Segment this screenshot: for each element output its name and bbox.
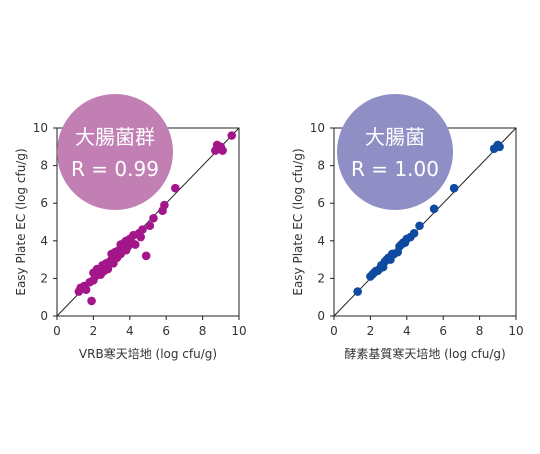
badge-stat: R = 0.99 (71, 157, 159, 181)
badge-title: 大腸菌 (365, 125, 425, 149)
x-tick-label: 4 (126, 324, 134, 338)
data-point (136, 232, 146, 242)
x-tick-label: 2 (367, 324, 375, 338)
y-tick-label: 6 (317, 196, 325, 210)
y-tick-label: 2 (317, 271, 325, 285)
data-point (415, 221, 424, 231)
x-tick-label: 0 (53, 324, 61, 338)
y-tick-label: 6 (40, 196, 48, 210)
x-axis-label: 酵素基質寒天培地 (log cfu/g) (344, 346, 505, 361)
data-point (145, 221, 155, 231)
data-point (353, 287, 362, 296)
y-tick-label: 0 (40, 309, 48, 323)
badge-title: 大腸菌群 (75, 125, 155, 149)
y-tick-label: 8 (317, 159, 325, 173)
y-tick-label: 0 (317, 309, 325, 323)
badge-circle (57, 94, 173, 210)
data-point (449, 183, 459, 193)
x-tick-label: 6 (439, 324, 447, 338)
data-point (495, 142, 504, 152)
y-axis-label: Easy Plate EC (log cfu/g) (14, 148, 28, 295)
x-tick-label: 4 (403, 324, 411, 338)
x-tick-label: 10 (508, 324, 523, 338)
data-point (130, 240, 140, 249)
x-tick-label: 2 (90, 324, 98, 338)
x-tick-label: 8 (476, 324, 484, 338)
y-tick-label: 4 (40, 234, 48, 248)
data-point (149, 213, 158, 223)
x-tick-label: 0 (330, 324, 338, 338)
reference-line (333, 127, 517, 317)
x-tick-label: 6 (162, 324, 170, 338)
data-point (87, 296, 96, 306)
chart-panel-1: 0 2 4 6 8 10 0 2 4 6 8 10 VRB寒天培地 (log cfu/g) Easy Pl… (14, 94, 247, 361)
x-axis-label: VRB寒天培地 (log cfu/g) (79, 346, 217, 361)
y-tick-label: 8 (40, 159, 48, 173)
y-tick-label: 10 (33, 121, 48, 135)
data-point (171, 183, 180, 193)
data-point (218, 146, 227, 155)
data-point (138, 225, 147, 234)
data-point (103, 264, 113, 274)
y-tick-label: 2 (40, 271, 48, 285)
y-tick-label: 10 (310, 121, 325, 135)
badge-stat: R = 1.00 (351, 157, 439, 181)
data-point (429, 204, 439, 214)
x-tick-label: 8 (199, 324, 207, 338)
badge-circle (337, 94, 453, 210)
data-point (409, 228, 419, 238)
data-point (141, 251, 151, 261)
y-axis-label: Easy Plate EC (log cfu/g) (291, 148, 305, 295)
data-point (81, 285, 91, 294)
data-point (227, 131, 237, 140)
data-point (160, 200, 169, 210)
x-tick-label: 10 (231, 324, 246, 338)
y-tick-label: 4 (317, 234, 325, 248)
